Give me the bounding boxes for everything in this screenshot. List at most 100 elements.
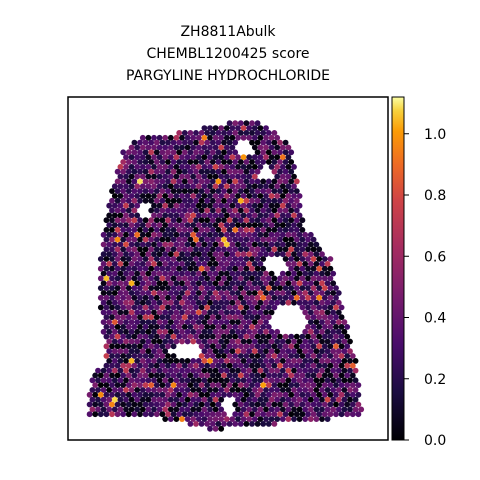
- spot-point: [109, 188, 115, 195]
- spot-point: [195, 251, 202, 258]
- spot-point: [260, 265, 267, 272]
- spot-point: [181, 304, 188, 311]
- spot-point: [153, 343, 160, 350]
- spot-point: [260, 362, 267, 369]
- spot-point: [246, 173, 253, 180]
- spot-point: [120, 401, 127, 408]
- spot-point: [167, 309, 174, 316]
- spot-point: [302, 280, 309, 287]
- spot-point: [215, 362, 222, 369]
- spot-point: [145, 134, 152, 141]
- spot-point: [151, 231, 157, 238]
- spot-point: [97, 275, 104, 282]
- spot-point: [218, 299, 225, 306]
- spot-point: [151, 377, 157, 384]
- spot-point: [204, 149, 211, 156]
- spot-point: [274, 416, 281, 422]
- spot-point: [153, 159, 160, 165]
- spot-point: [212, 173, 219, 180]
- spot-point: [274, 328, 281, 335]
- spot-point: [204, 343, 211, 350]
- spot-point: [237, 314, 244, 321]
- spot-point: [193, 294, 199, 301]
- spot-point: [302, 231, 309, 238]
- spot-point: [352, 367, 359, 374]
- spot-point: [159, 333, 166, 340]
- spot-point: [145, 348, 152, 355]
- spot-point: [288, 178, 295, 185]
- spot-point: [338, 314, 345, 321]
- spot-point: [162, 134, 169, 141]
- spot-point: [330, 319, 337, 325]
- spot-point: [254, 382, 261, 388]
- spot-point: [310, 353, 317, 359]
- spot-point: [159, 343, 166, 350]
- spot-point: [165, 372, 171, 379]
- spot-point: [145, 241, 152, 248]
- spot-point: [221, 256, 227, 262]
- spot-point: [153, 227, 160, 233]
- spot-point: [148, 391, 155, 398]
- spot-point: [173, 358, 180, 364]
- spot-point: [235, 290, 241, 296]
- spot-point: [333, 314, 339, 321]
- spot-point: [240, 406, 247, 413]
- spot-point: [293, 275, 300, 282]
- spot-point: [215, 197, 222, 204]
- spot-point: [237, 207, 244, 214]
- spot-point: [240, 231, 247, 238]
- spot-point: [260, 411, 267, 418]
- spot-point: [310, 304, 317, 311]
- spot-point: [114, 227, 121, 233]
- spot-point: [218, 328, 225, 335]
- spot-point: [187, 217, 194, 224]
- spot-point: [288, 149, 295, 156]
- spot-point: [237, 411, 244, 418]
- spot-point: [282, 178, 289, 185]
- spot-point: [293, 333, 300, 340]
- spot-point: [251, 396, 258, 403]
- spot-point: [288, 391, 295, 398]
- spot-point: [204, 188, 211, 195]
- spot-point: [173, 144, 180, 151]
- spot-point: [279, 164, 286, 170]
- spot-point: [260, 217, 267, 224]
- spot-point: [260, 421, 267, 427]
- spot-point: [243, 372, 250, 379]
- spot-point: [327, 304, 334, 311]
- spot-point: [257, 328, 264, 335]
- spot-point: [296, 193, 303, 199]
- spot-point: [184, 144, 191, 151]
- spot-point: [95, 396, 101, 403]
- spot-point: [293, 343, 300, 350]
- spot-point: [156, 280, 163, 287]
- spot-point: [162, 154, 169, 161]
- spot-point: [338, 353, 345, 359]
- spot-point: [123, 212, 129, 219]
- spot-point: [226, 236, 233, 243]
- spot-point: [184, 164, 191, 170]
- spot-point: [218, 377, 225, 384]
- spot-point: [324, 261, 331, 267]
- spot-point: [251, 193, 258, 199]
- spot-point: [313, 338, 320, 345]
- spot-point: [128, 154, 135, 161]
- spot-point: [131, 236, 138, 243]
- spot-point: [198, 265, 205, 272]
- spot-point: [288, 197, 295, 204]
- spot-point: [125, 304, 132, 311]
- spot-point: [299, 246, 306, 253]
- spot-point: [355, 401, 362, 408]
- spot-point: [117, 183, 124, 190]
- spot-point: [106, 251, 113, 258]
- spot-point: [209, 343, 216, 350]
- spot-point: [198, 246, 205, 253]
- spot-point: [246, 193, 253, 199]
- spot-point: [232, 333, 239, 340]
- spot-point: [243, 421, 250, 427]
- spot-point: [274, 212, 281, 219]
- spot-point: [251, 134, 258, 141]
- spot-point: [86, 401, 93, 408]
- spot-point: [201, 406, 208, 413]
- spot-point: [117, 231, 124, 238]
